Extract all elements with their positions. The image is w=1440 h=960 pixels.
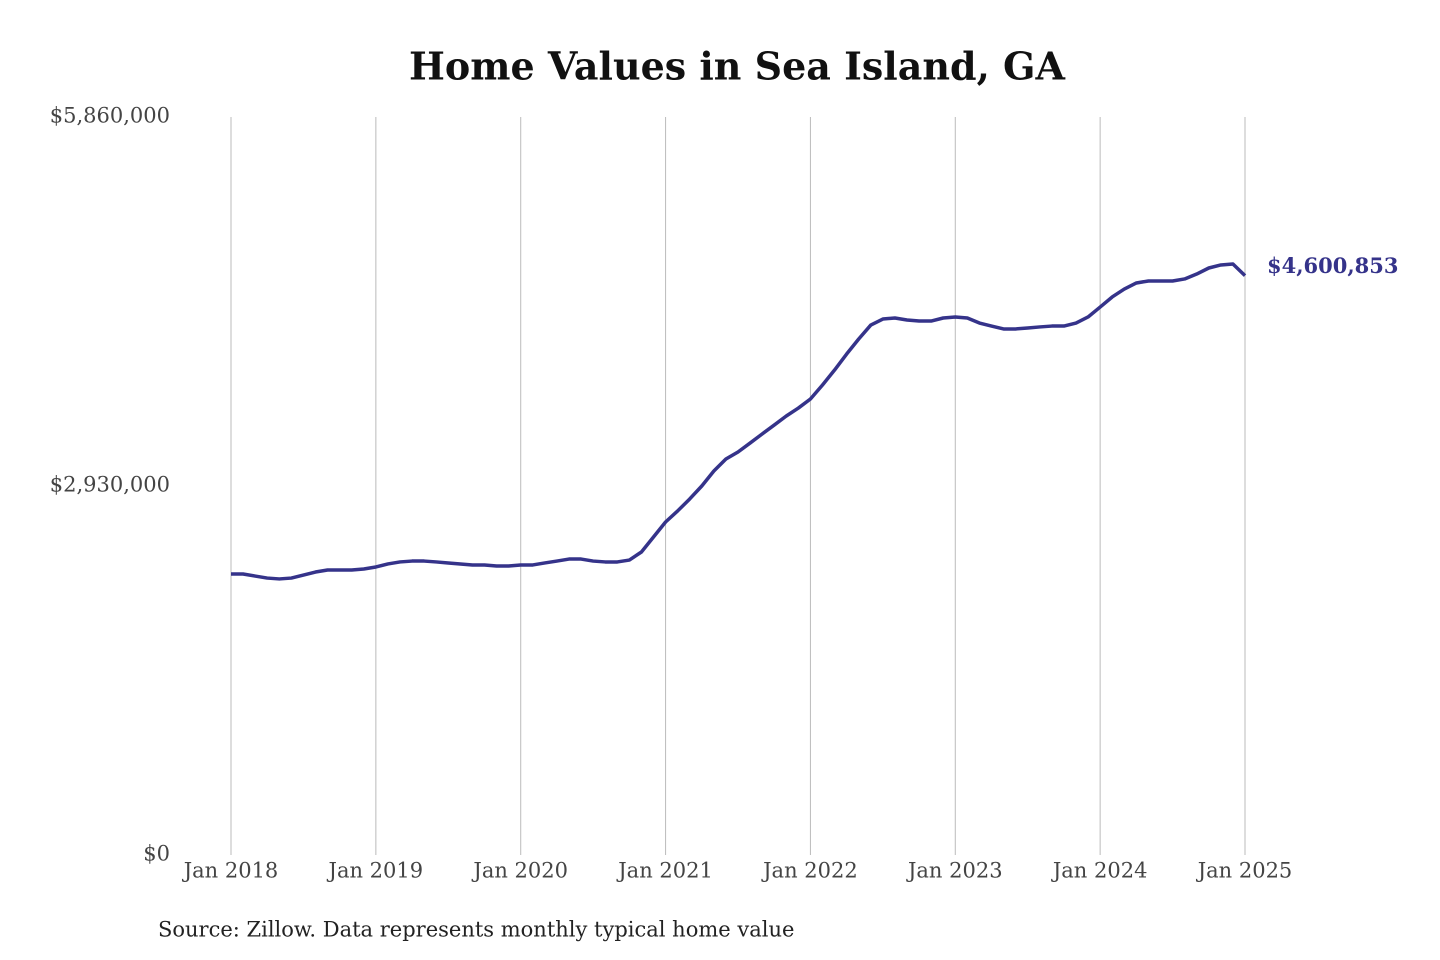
x-tick-label: Jan 2021: [616, 859, 713, 883]
x-tick-label: Jan 2025: [1196, 859, 1293, 883]
x-tick-label: Jan 2020: [471, 859, 568, 883]
x-tick-label: Jan 2019: [327, 859, 424, 883]
line: [231, 262, 1247, 581]
y-tick-label: $5,860,000: [50, 104, 170, 128]
source-note: Source: Zillow. Data represents monthly …: [158, 918, 794, 942]
x-tick-label: Jan 2018: [182, 859, 279, 883]
y-tick-label: $2,930,000: [50, 473, 170, 497]
x-tick-label: Jan 2022: [761, 859, 858, 883]
y-tick-label: $0: [143, 842, 170, 866]
chart-title: Home Values in Sea Island, GA: [409, 44, 1065, 89]
value-label: $4,600,853: [1267, 253, 1399, 278]
x-tick-label: Jan 2023: [906, 859, 1003, 883]
x-tick-label: Jan 2024: [1051, 859, 1148, 883]
